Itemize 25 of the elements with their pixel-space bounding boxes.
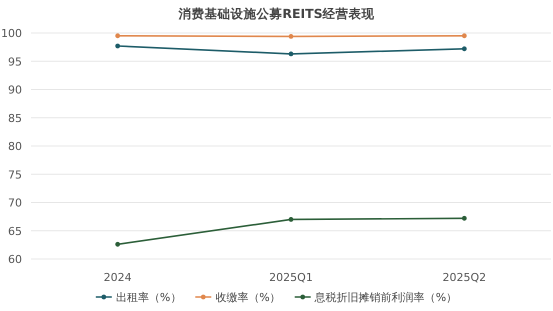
point [288, 217, 294, 222]
point [288, 34, 294, 39]
y-tick-label: 85 [8, 112, 22, 125]
y-tick-label: 100 [1, 27, 22, 40]
point [115, 242, 120, 247]
legend-label: 收缴率（%） [215, 291, 281, 304]
y-tick-label: 65 [8, 224, 22, 238]
chart-title: 消费基础设施公募REITS经营表现 [177, 6, 376, 21]
point [288, 52, 294, 56]
legend-label: 出租率（%） [116, 291, 182, 304]
y-tick-label: 90 [8, 84, 22, 96]
point [462, 216, 467, 221]
x-tick-label: 2025Q1 [269, 271, 313, 284]
x-tick-label: 2024 [104, 271, 132, 284]
point [462, 33, 467, 38]
y-tick-label: 70 [8, 196, 22, 210]
point [115, 33, 120, 38]
legend-label: 息税折旧摊销前利润率（%） [314, 291, 458, 304]
y-tick-label: 75 [8, 168, 22, 182]
y-tick-label: 95 [8, 55, 22, 68]
y-tick-label: 60 [8, 253, 22, 266]
point [115, 44, 120, 48]
x-tick-label: 2025Q2 [442, 271, 486, 284]
point [462, 46, 467, 52]
y-tick-label: 80 [8, 140, 22, 153]
